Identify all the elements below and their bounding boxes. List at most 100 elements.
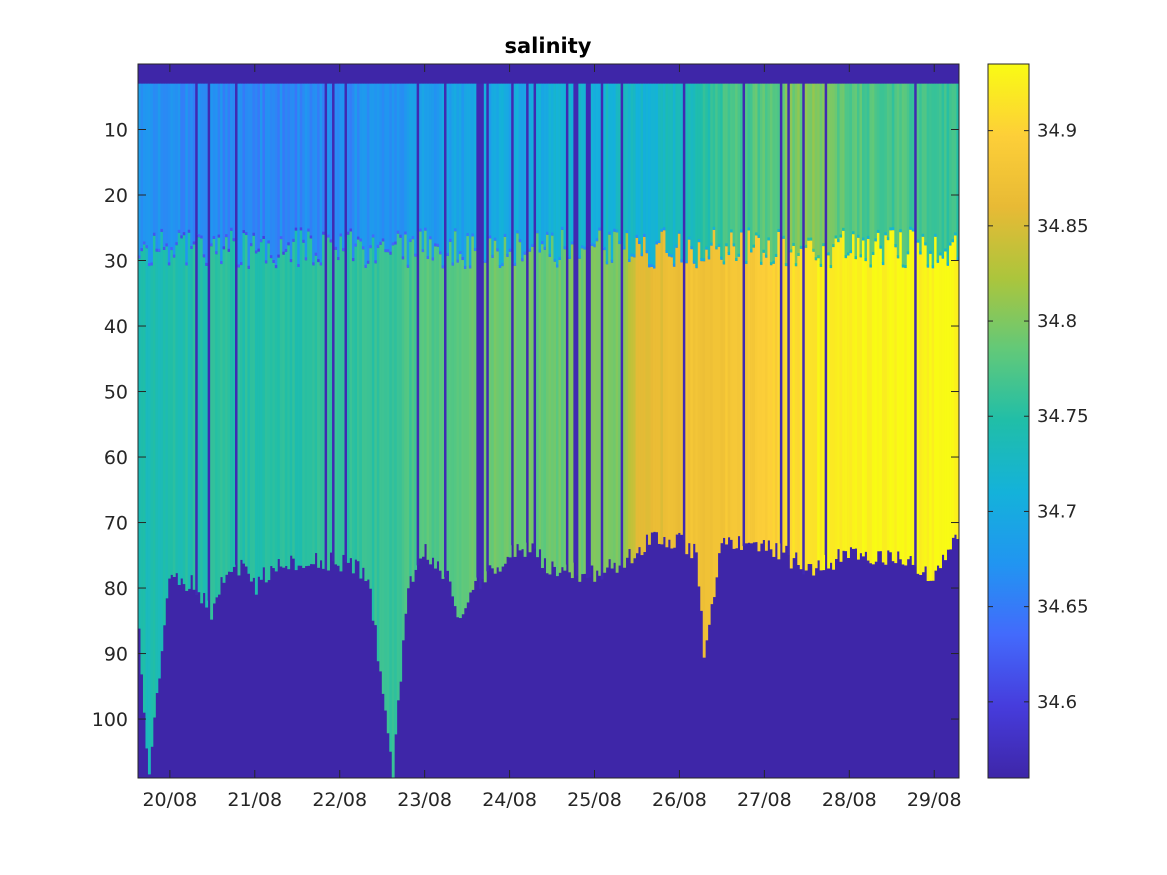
heatmap-cell-upper xyxy=(369,83,373,247)
heatmap-cell-lower xyxy=(764,257,768,551)
heatmap-cell-upper xyxy=(603,83,607,249)
heatmap-cell-upper xyxy=(772,83,776,262)
heatmap-cell-upper xyxy=(177,83,181,231)
heatmap-cell-lower xyxy=(555,267,559,577)
colorbar-frame xyxy=(987,63,1030,779)
heatmap-cell-transition xyxy=(334,246,338,250)
y-tick-label: 50 xyxy=(104,382,128,404)
heatmap-cell-transition xyxy=(503,233,507,237)
heatmap-cell-upper xyxy=(272,83,276,261)
heatmap-cell-transition xyxy=(949,242,952,246)
heatmap-cell-upper xyxy=(329,83,333,241)
heatmap-cell-transition xyxy=(140,248,144,252)
heatmap-cell-transition xyxy=(319,262,323,266)
y-axis: 10 20 30 40 50 60 70 80 90 100 xyxy=(92,120,959,731)
heatmap-cell-transition xyxy=(424,227,427,231)
heatmap-cell-transition xyxy=(297,263,301,267)
heatmap-cell-transition xyxy=(279,236,283,240)
heatmap-cell-transition xyxy=(242,230,246,234)
heatmap-cell-transition xyxy=(277,254,281,258)
heatmap-cell-upper xyxy=(237,83,241,266)
heatmap-cell-upper xyxy=(871,83,875,253)
heatmap-cell-lower xyxy=(717,246,721,554)
heatmap-cell-transition xyxy=(680,259,684,263)
heatmap-cell-lower xyxy=(570,244,574,579)
colorbar-tick-label: 34.85 xyxy=(1037,216,1089,237)
heatmap-cell-transition xyxy=(750,249,753,253)
heatmap-cell-lower xyxy=(563,249,567,571)
heatmap-cell-transition xyxy=(165,243,169,247)
heatmap-cell-upper xyxy=(463,83,467,267)
heatmap-cell-lower xyxy=(769,265,773,550)
heatmap-cell-lower xyxy=(593,247,597,582)
heatmap-cell-transition xyxy=(172,254,176,258)
heatmap-cell-transition xyxy=(553,258,557,262)
heatmap-cell-transition xyxy=(578,255,582,259)
heatmap-cell-upper xyxy=(182,83,186,234)
heatmap-cell-lower xyxy=(643,236,646,553)
heatmap-cell-lower xyxy=(284,251,288,566)
heatmap-cell-upper xyxy=(230,83,233,229)
heatmap-cell-transition xyxy=(292,238,296,242)
x-tick-label: 25/08 xyxy=(567,789,622,811)
heatmap-cell-transition xyxy=(267,240,271,244)
heatmap-cell-upper xyxy=(580,83,584,247)
heatmap-cell-upper xyxy=(864,83,868,260)
heatmap-cell-transition xyxy=(396,230,400,234)
heatmap-cell-transition xyxy=(650,263,654,267)
heatmap-cell-lower xyxy=(864,261,868,552)
heatmap-cell-transition xyxy=(623,246,627,250)
heatmap-cell-upper xyxy=(735,83,738,259)
heatmap-cell-lower xyxy=(660,231,664,545)
heatmap-cell-transition xyxy=(705,246,709,250)
heatmap-cell-lower xyxy=(702,261,706,658)
heatmap-cell-lower xyxy=(147,266,151,775)
heatmap-cell-lower xyxy=(349,231,353,559)
heatmap-cell-upper xyxy=(595,83,599,240)
heatmap-cell-upper xyxy=(394,83,398,243)
heatmap-cell-lower xyxy=(911,231,915,565)
heatmap-cell-transition xyxy=(404,231,408,235)
heatmap-cell-lower xyxy=(406,267,410,589)
heatmap-cell-transition xyxy=(339,233,343,237)
heatmap-cell-lower xyxy=(906,254,910,560)
heatmap-cell-transition xyxy=(359,238,363,242)
heatmap-cell-transition xyxy=(364,264,368,268)
colorbar-tick-label: 34.75 xyxy=(1037,406,1089,427)
heatmap-cell-upper xyxy=(754,83,758,234)
heatmap-column xyxy=(511,83,515,546)
heatmap-cell-lower xyxy=(366,263,370,580)
heatmap-cell-lower xyxy=(784,266,788,546)
heatmap-cell-transition xyxy=(921,233,925,237)
heatmap-cell-lower xyxy=(754,235,758,543)
heatmap-cell-lower xyxy=(351,261,355,574)
heatmap-cell-upper xyxy=(944,83,947,250)
heatmap-cell-upper xyxy=(685,83,689,262)
heatmap-cell-upper xyxy=(618,83,622,243)
heatmap-cell-upper xyxy=(471,83,475,235)
heatmap-cell-upper xyxy=(675,83,679,246)
heatmap-cell-transition xyxy=(717,243,721,247)
heatmap-cell-lower xyxy=(613,231,617,563)
heatmap-cell-upper xyxy=(687,83,691,238)
heatmap-cell-transition xyxy=(434,243,437,247)
heatmap-cell-transition xyxy=(384,249,388,253)
heatmap-cell-transition xyxy=(548,253,552,257)
heatmap-cell-upper xyxy=(852,83,855,233)
heatmap-cell-upper xyxy=(359,83,363,240)
heatmap-cell-lower xyxy=(747,230,751,543)
heatmap-cell-lower xyxy=(889,230,893,553)
heatmap-cell-lower xyxy=(227,251,231,572)
heatmap-cell-transition xyxy=(804,244,808,248)
heatmap-cell-transition xyxy=(700,258,704,262)
heatmap-column xyxy=(802,83,806,575)
heatmap-cell-upper xyxy=(451,83,455,264)
heatmap-cell-transition xyxy=(675,244,679,248)
heatmap-cell-transition xyxy=(762,249,766,253)
heatmap-cell-transition xyxy=(414,253,418,257)
heatmap-cell-upper xyxy=(946,83,950,264)
heatmap-cell-transition xyxy=(466,233,470,237)
heatmap-cell-transition xyxy=(147,263,151,267)
heatmap-column xyxy=(600,83,604,580)
heatmap-cell-upper xyxy=(916,83,920,241)
